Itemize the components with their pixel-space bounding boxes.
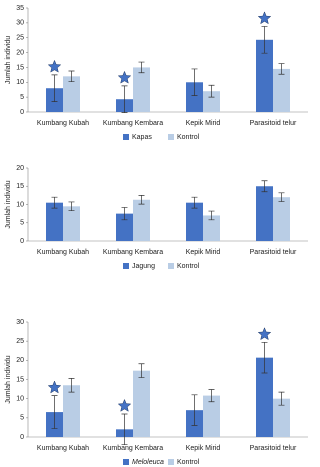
x-tick-label: Kumbang Kembara: [103, 249, 163, 256]
significance-star: [117, 398, 132, 412]
significance-star: [47, 380, 62, 394]
error-bar: [138, 363, 145, 378]
legend-label: Kapas: [132, 134, 152, 141]
bar: [256, 357, 273, 437]
error-bar: [68, 70, 75, 83]
error-bar: [208, 210, 215, 221]
significance-star: [117, 70, 132, 84]
significance-star: [47, 59, 62, 73]
y-tick-label: 15: [16, 183, 24, 190]
significance-star: [257, 11, 272, 25]
error-bar: [208, 389, 215, 403]
error-bar: [261, 26, 268, 54]
bar: [46, 202, 63, 241]
error-bar: [138, 61, 145, 74]
error-bar: [278, 192, 285, 202]
legend-swatch: [168, 134, 174, 140]
error-bar: [261, 341, 268, 374]
significance-star: [257, 327, 272, 341]
y-tick-label: 15: [16, 64, 24, 71]
legend-label: Kontrol: [177, 459, 200, 466]
legend-swatch: [168, 459, 174, 465]
error-bar: [121, 207, 128, 221]
y-tick-label: 0: [20, 109, 24, 116]
bar: [133, 199, 150, 241]
y-tick-label: 10: [16, 396, 24, 403]
y-tick-label: 20: [16, 165, 24, 172]
legend-swatch: [168, 263, 174, 269]
error-bar: [68, 378, 75, 393]
bar: [63, 76, 80, 112]
bar: [133, 370, 150, 437]
legend-label: Kontrol: [177, 263, 200, 270]
y-tick-label: 20: [16, 357, 24, 364]
legend-label: Jagung: [132, 263, 155, 270]
legend-label: Kontrol: [177, 134, 200, 141]
legend-swatch: [123, 263, 129, 269]
error-bar: [51, 395, 58, 429]
y-tick-label: 25: [16, 35, 24, 42]
y-tick-label: 10: [16, 79, 24, 86]
error-bar: [208, 84, 215, 98]
x-tick-label: Kumbang Kembara: [103, 445, 163, 452]
x-tick-label: Kumbang Kembara: [103, 120, 163, 127]
y-tick-label: 30: [16, 20, 24, 27]
x-tick-label: Kumbang Kubah: [37, 445, 89, 452]
y-tick-label: 35: [16, 5, 24, 12]
error-bar: [191, 394, 198, 426]
bar: [133, 67, 150, 112]
x-tick-label: Kumbang Kubah: [37, 249, 89, 256]
bar: [273, 197, 290, 241]
error-bar: [138, 195, 145, 205]
x-tick-label: Kumbang Kubah: [37, 120, 89, 127]
bar: [273, 398, 290, 437]
error-bar: [278, 63, 285, 75]
legend-swatch: [123, 134, 129, 140]
bar: [186, 202, 203, 241]
y-tick-label: 10: [16, 201, 24, 208]
bar: [186, 82, 203, 112]
legend-label: Meloleuca: [132, 459, 164, 466]
error-bar: [51, 74, 58, 102]
error-bar: [68, 201, 75, 212]
y-tick-label: 0: [20, 238, 24, 245]
y-axis-label: Jumlah individu: [5, 355, 12, 403]
bar: [116, 213, 133, 241]
error-bar: [191, 68, 198, 97]
y-tick-label: 20: [16, 49, 24, 56]
bar: [63, 206, 80, 241]
bar: [273, 68, 290, 112]
y-tick-label: 5: [20, 415, 24, 422]
x-tick-label: Kepik Mirid: [186, 445, 221, 452]
y-tick-label: 5: [20, 220, 24, 227]
bar: [203, 91, 220, 112]
x-tick-label: Parasitoid telur: [250, 249, 297, 256]
y-tick-label: 25: [16, 338, 24, 345]
x-tick-label: Kepik Mirid: [186, 120, 221, 127]
bar: [203, 215, 220, 241]
bar: [203, 395, 220, 437]
bar: [256, 39, 273, 113]
y-tick-label: 5: [20, 94, 24, 101]
error-bar: [121, 413, 128, 446]
legend-swatch: [123, 459, 129, 465]
y-tick-label: 0: [20, 434, 24, 441]
y-tick-label: 15: [16, 376, 24, 383]
error-bar: [121, 85, 128, 113]
x-tick-label: Parasitoid telur: [250, 120, 297, 127]
error-bar: [278, 391, 285, 406]
error-bar: [191, 196, 198, 209]
y-tick-label: 30: [16, 319, 24, 326]
figure: Jumlah individu 0 5 10 15 20 25 30 35 Kumbang Kub…: [5, 5, 308, 466]
x-tick-label: Kepik Mirid: [186, 249, 221, 256]
y-axis-label: Jumlah individu: [5, 180, 12, 228]
error-bar: [51, 196, 58, 209]
bar: [256, 186, 273, 241]
error-bar: [261, 180, 268, 193]
y-axis-label: Jumlah individu: [5, 36, 12, 84]
x-tick-label: Parasitoid telur: [250, 445, 297, 452]
bar: [63, 385, 80, 437]
